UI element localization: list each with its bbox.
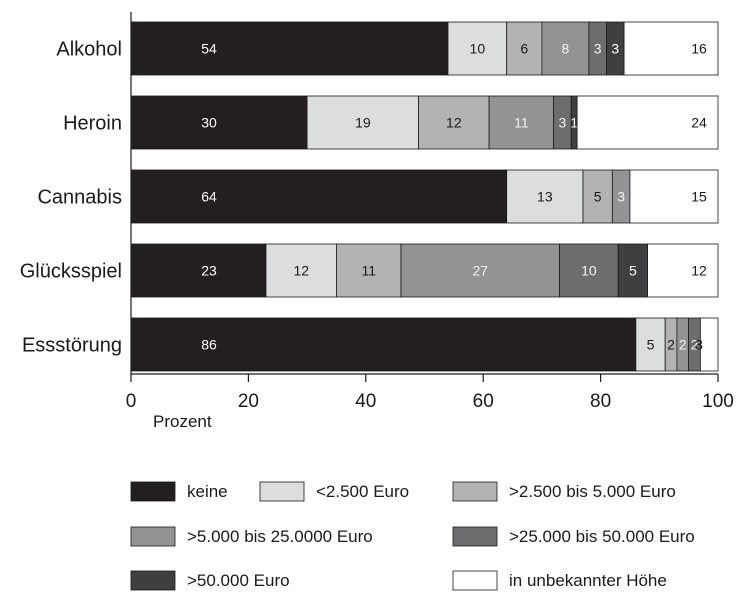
bar-segment-in-unbekannter-h-he (623, 21, 719, 76)
data-label: 27 (472, 263, 488, 279)
data-label: 3 (695, 337, 703, 353)
data-label: 2 (667, 337, 675, 353)
x-tick-label: 0 (126, 391, 137, 412)
legend-label: in unbekannter Höhe (509, 571, 667, 590)
data-label: 3 (594, 41, 602, 57)
data-label: 15 (691, 189, 707, 205)
data-label: 5 (629, 263, 637, 279)
data-label: 3 (559, 115, 567, 131)
data-label: 12 (691, 263, 707, 279)
data-label: 16 (691, 41, 707, 57)
legend-label: >2.500 bis 5.000 Euro (509, 482, 676, 501)
legend-swatch-25-000-bis-50-000-euro (452, 526, 498, 547)
data-label: 10 (470, 41, 486, 57)
x-axis-title: Prozent (153, 412, 212, 431)
data-label: 54 (201, 41, 217, 57)
data-label: 3 (617, 189, 625, 205)
legend-swatch-5-000-bis-25-0000-euro (130, 526, 176, 547)
legend-swatch-keine (130, 481, 176, 502)
category-label: Cannabis (37, 187, 122, 209)
legend-label: keine (187, 482, 228, 501)
category-label: Alkohol (56, 39, 122, 61)
data-label: 86 (201, 337, 217, 353)
data-label: 10 (581, 263, 597, 279)
legend-swatch-2-500-euro (259, 481, 305, 502)
bar-segment-in-unbekannter-h-he (647, 243, 719, 298)
bar-segment-keine (130, 169, 508, 224)
data-label: 1 (570, 115, 578, 131)
bar-segment-2-500-bis-5-000-euro (336, 243, 402, 298)
bar-segment-5-000-bis-25-0000-euro (400, 243, 560, 298)
data-label: 5 (647, 337, 655, 353)
bar-segment-keine (130, 95, 308, 150)
data-label: 64 (201, 189, 217, 205)
bar-segment-2-500-bis-5-000-euro (418, 95, 490, 150)
data-label: 11 (514, 115, 529, 131)
legend-label: >25.000 bis 50.000 Euro (509, 527, 695, 546)
bar-segment-keine (130, 317, 637, 372)
data-label: 24 (691, 115, 707, 131)
x-tick-label: 40 (355, 391, 376, 412)
bar-segment-2-500-bis-5-000-euro (582, 169, 613, 224)
bar-segment-2-500-euro (265, 243, 337, 298)
bar-segment-in-unbekannter-h-he (629, 169, 719, 224)
x-tick-label: 80 (590, 391, 611, 412)
bar-segment-25-000-bis-50-000-euro (559, 243, 619, 298)
bar-segment-2-500-euro (506, 169, 584, 224)
data-label: 5 (594, 189, 602, 205)
x-tick-label: 60 (473, 391, 494, 412)
legend-swatch-50-000-euro (130, 570, 176, 591)
bar-segment-2-500-bis-5-000-euro (506, 21, 543, 76)
bar-segment-in-unbekannter-h-he (576, 95, 719, 150)
data-label: 3 (611, 41, 619, 57)
category-label: Glücksspiel (20, 261, 122, 283)
bar-segment-2-500-euro (447, 21, 508, 76)
data-label: 13 (537, 189, 553, 205)
data-label: 12 (446, 115, 462, 131)
legend-label: >50.000 Euro (187, 571, 290, 590)
data-label: 8 (561, 41, 569, 57)
data-label: 12 (293, 263, 309, 279)
legend-label: >5.000 bis 25.0000 Euro (187, 527, 373, 546)
data-label: 30 (201, 115, 217, 131)
bar-segment-50-000-euro (617, 243, 648, 298)
bar-segment-2-500-euro (306, 95, 420, 150)
x-tick-label: 100 (702, 391, 734, 412)
category-label: Essstörung (22, 335, 122, 357)
bar-segment-keine (130, 21, 449, 76)
bar-segment-keine (130, 243, 267, 298)
legend-swatch-2-500-bis-5-000-euro (452, 481, 498, 502)
data-label: 11 (361, 263, 376, 279)
axes-group: Alkohol Heroin Cannabis Glücksspiel Essstöru… (20, 12, 734, 431)
legend-swatch-in-unbekannter-h-he (452, 570, 498, 591)
bar-segment-in-unbekannter-h-he (699, 317, 719, 372)
data-label: 19 (355, 115, 371, 131)
category-label: Heroin (63, 113, 122, 135)
data-label: 6 (520, 41, 528, 57)
bar-segment-2-500-euro (635, 317, 666, 372)
data-label: 2 (679, 337, 687, 353)
bar-segment-5-000-bis-25-0000-euro (488, 95, 555, 150)
data-label: 23 (201, 263, 217, 279)
legend-label: <2.500 Euro (316, 482, 409, 501)
bar-segment-5-000-bis-25-0000-euro (541, 21, 590, 76)
x-tick-label: 20 (238, 391, 259, 412)
legend: keine <2.500 Euro >2.500 bis 5.000 Euro >5.… (130, 481, 695, 591)
data-label: 2 (691, 337, 699, 353)
